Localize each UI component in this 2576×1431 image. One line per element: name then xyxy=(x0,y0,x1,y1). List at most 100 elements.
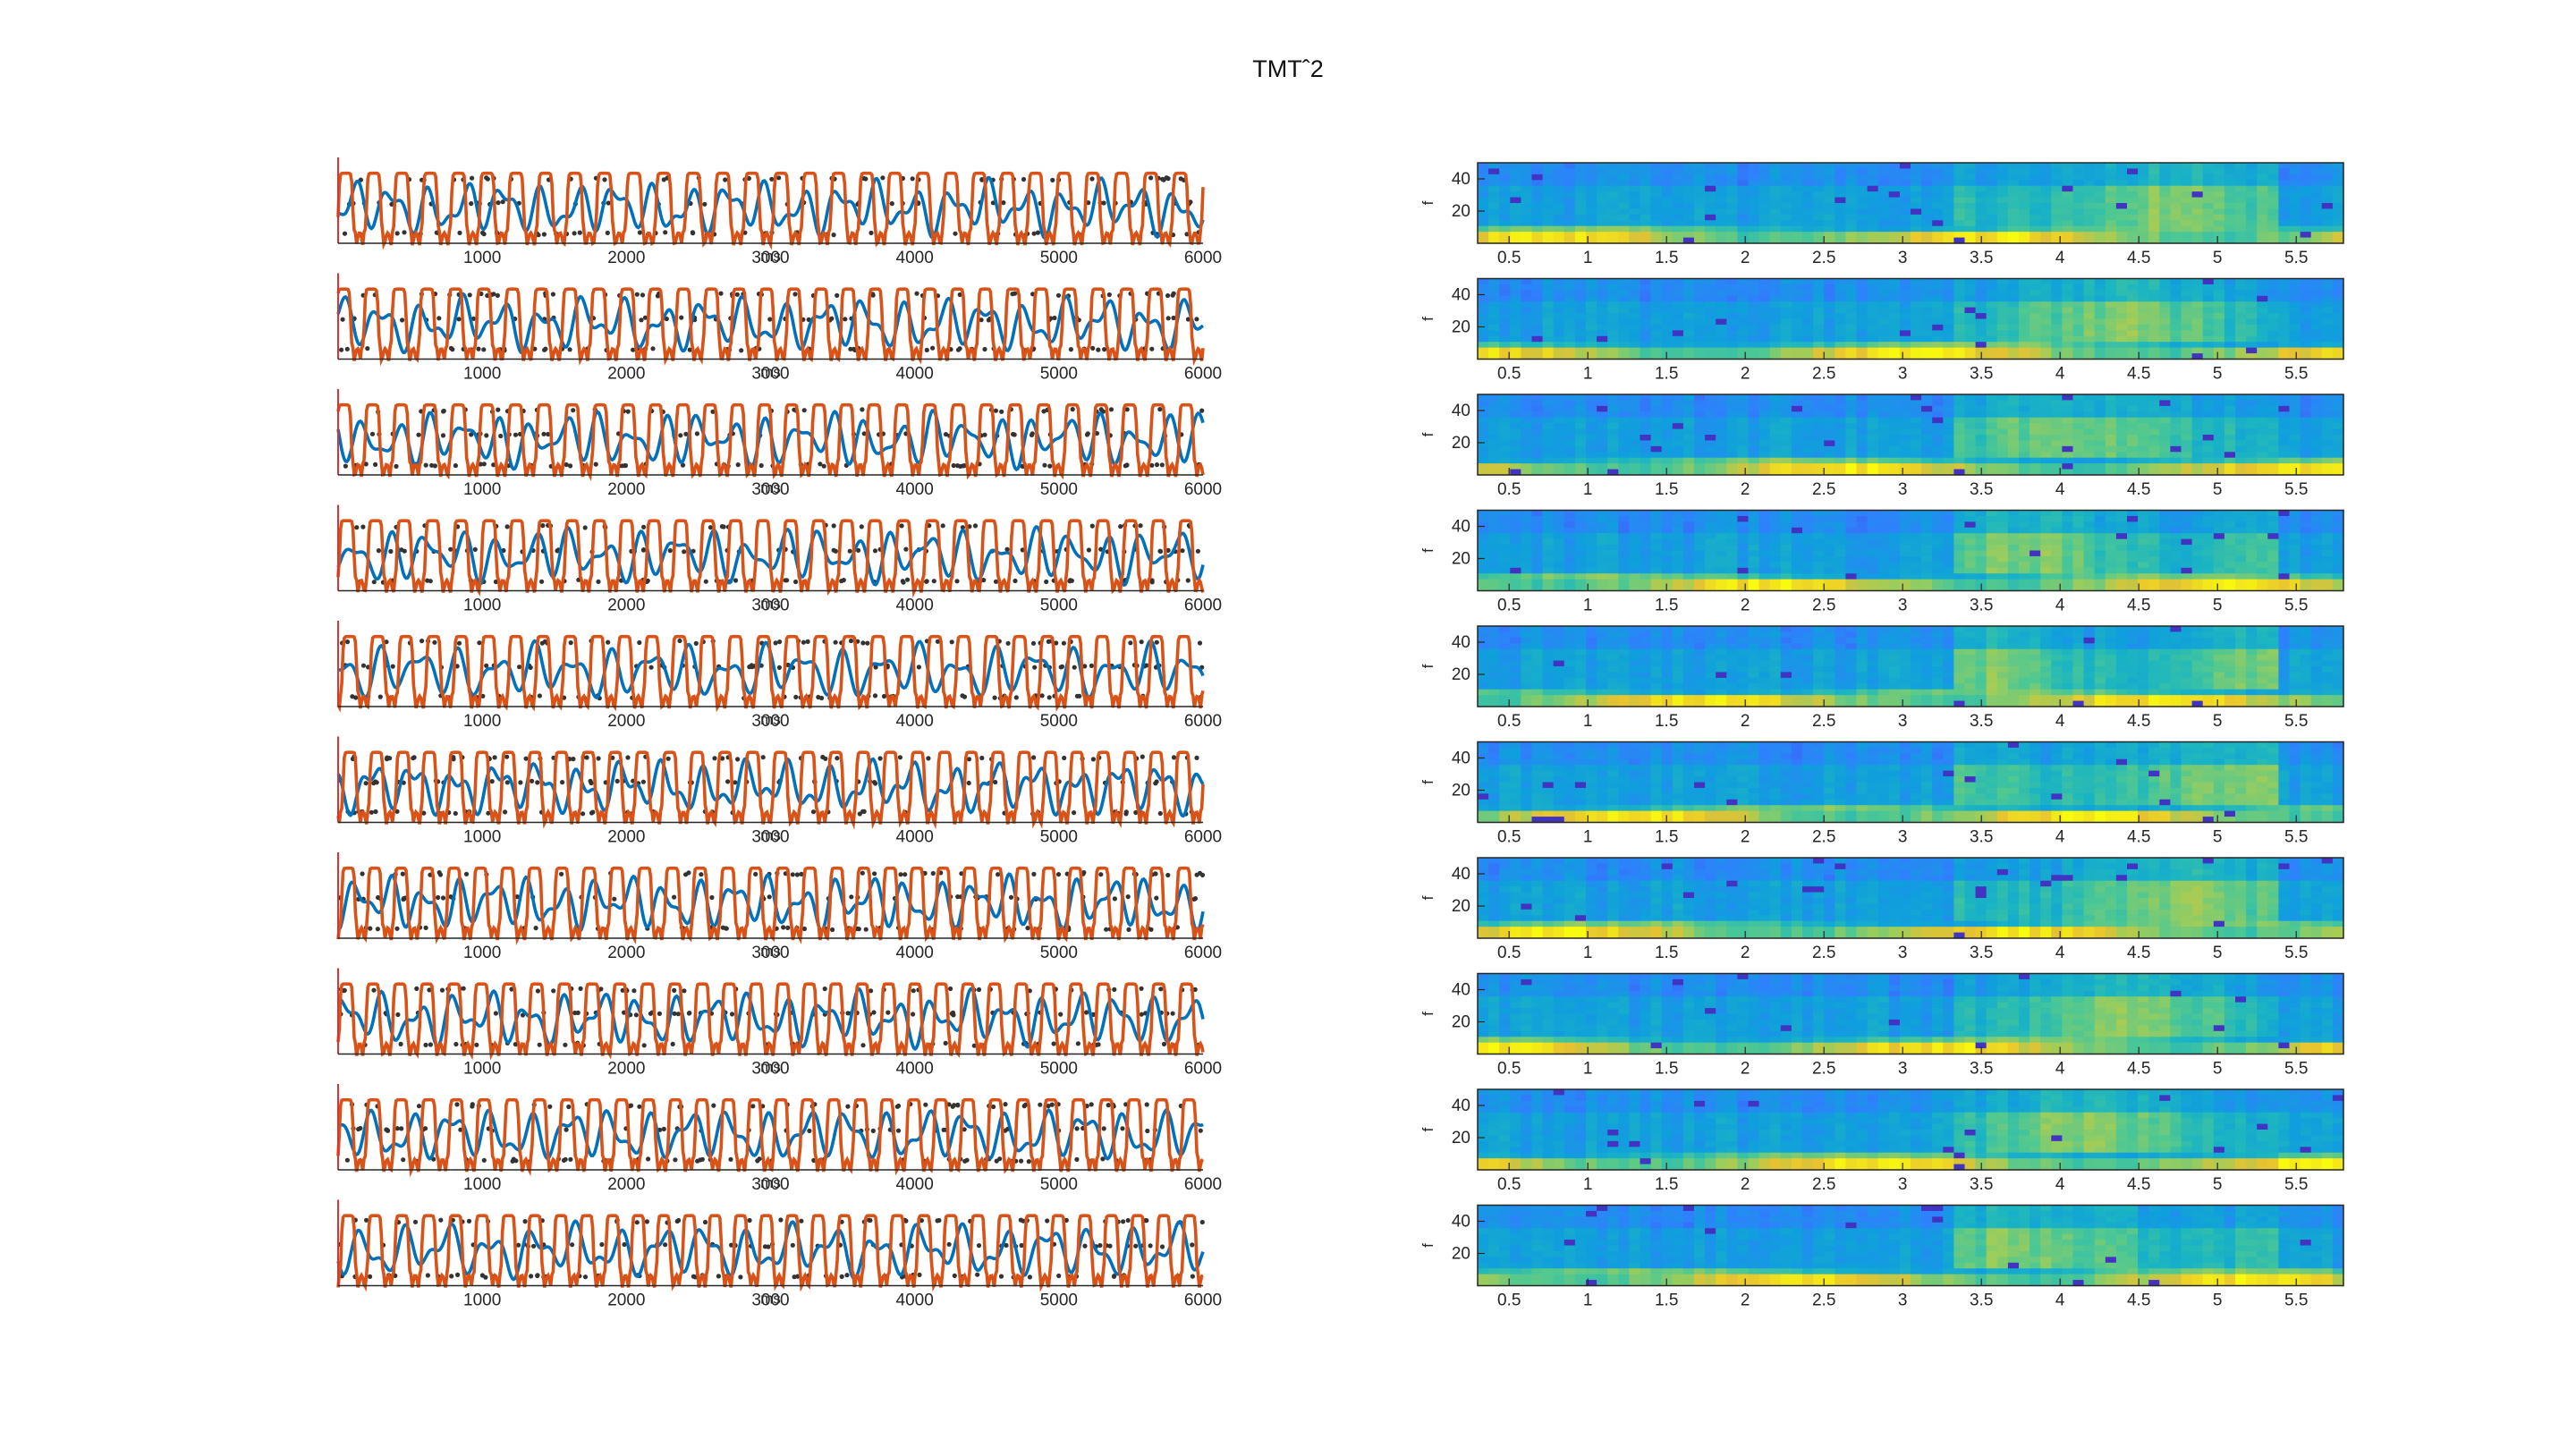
spectrogram-cell xyxy=(2029,191,2041,199)
spectrogram-cell xyxy=(1835,457,1846,464)
spectrogram-cell xyxy=(1737,214,1750,221)
spectrogram-cell xyxy=(2246,174,2258,181)
spectrogram-cell xyxy=(2094,208,2106,216)
trace-dot xyxy=(678,433,683,438)
trace-dot xyxy=(394,926,400,931)
spectrogram-cell xyxy=(1488,452,1500,459)
spectrogram-cell xyxy=(1737,301,1750,309)
trace-dot xyxy=(930,870,936,876)
spectrogram-cell xyxy=(1478,232,1489,239)
spectrogram-cell xyxy=(2019,191,2030,199)
trace-dot xyxy=(1025,926,1030,931)
spectrogram-cell xyxy=(1835,463,1846,470)
spectrogram-cell xyxy=(1488,394,1500,402)
spectrogram-cell xyxy=(2115,197,2128,204)
blue-trace-line xyxy=(336,292,1205,355)
spectrogram-cell xyxy=(1791,197,1803,204)
trace-dot xyxy=(872,693,878,699)
spectrogram-cell xyxy=(2235,295,2247,302)
spectrogram-cell xyxy=(1531,168,1544,175)
spectrogram-cell xyxy=(2224,301,2236,309)
spectrogram-cell xyxy=(2267,435,2279,442)
spectrogram-cell xyxy=(2224,394,2236,402)
spectrogram-cell xyxy=(1824,278,1835,285)
spectrogram-cell xyxy=(1521,284,1533,291)
spectrogram-cell xyxy=(2289,301,2301,309)
spectrogram-cell xyxy=(2051,324,2063,331)
trace-dot xyxy=(1084,1010,1089,1015)
spectrogram-cell xyxy=(2127,208,2139,216)
spectrogram-cell xyxy=(2310,342,2323,349)
spectrogram-cell xyxy=(1478,301,1489,309)
trace-dot xyxy=(1108,407,1114,412)
spectrogram-cell xyxy=(1953,278,1966,285)
spectrogram-cell xyxy=(2115,428,2128,436)
spectrogram-cell xyxy=(1921,168,1933,175)
spectrogram-cell xyxy=(2170,203,2182,210)
trace-dot xyxy=(539,640,545,646)
spectrogram-cell xyxy=(1986,197,1998,204)
spectrogram-cell xyxy=(1758,290,1771,297)
spectrogram-cell xyxy=(2191,232,2204,239)
spectrogram-cell xyxy=(1640,220,1652,227)
spectrogram-cell xyxy=(1791,203,1803,210)
spectrogram-cell xyxy=(2278,411,2291,419)
spectrogram-cell xyxy=(1597,290,1608,297)
spectrogram-cell xyxy=(1943,411,1954,419)
trace-dot xyxy=(384,1127,389,1132)
spectrogram-cell xyxy=(2007,324,2020,331)
spectrogram-cell xyxy=(2213,174,2225,181)
spectrogram-cell xyxy=(2115,301,2128,309)
spectrogram-cell xyxy=(1510,307,1521,314)
trace-dot xyxy=(625,409,631,414)
spectrogram-cell xyxy=(2083,318,2096,326)
spectrogram-cell xyxy=(1488,342,1500,349)
spectrogram-cell xyxy=(1618,457,1630,464)
spectrogram-cell xyxy=(2202,225,2215,233)
spectrogram-cell xyxy=(2127,324,2139,331)
orange-trace-line xyxy=(336,519,1205,598)
spectrogram-cell xyxy=(1705,295,1716,302)
spectrogram-cell xyxy=(1618,435,1630,442)
spectrogram-cell xyxy=(1769,330,1782,337)
spectrogram-cell xyxy=(2321,208,2334,216)
spectrogram-cell xyxy=(1737,440,1750,447)
spectrogram-cell xyxy=(2072,301,2085,309)
spectrogram-cell xyxy=(1758,163,1771,170)
spectrogram-cell xyxy=(1835,428,1846,436)
spectrogram-cell xyxy=(1964,185,1977,192)
spectrogram-cell xyxy=(2019,197,2030,204)
spectrogram-cell xyxy=(1574,220,1587,227)
spectrogram-cell xyxy=(2115,400,2128,407)
spectrogram-cell xyxy=(1531,180,1544,187)
spectrogram-cell xyxy=(1953,313,1966,320)
spectrogram-cell xyxy=(1813,440,1825,447)
spectrogram-cell xyxy=(1499,313,1511,320)
trace-dot xyxy=(360,663,367,668)
spectrogram-cell xyxy=(1813,301,1825,309)
spectrogram-cell xyxy=(1996,457,2009,464)
spectrogram-cell xyxy=(1845,191,1858,199)
spectrogram-cell xyxy=(1661,452,1674,459)
spectrogram-cell xyxy=(2127,452,2139,459)
spectrogram-cell xyxy=(2051,301,2063,309)
spectrogram-cell xyxy=(1943,301,1954,309)
spectrogram-cell xyxy=(1975,411,1987,419)
spectrogram-cell xyxy=(1716,423,1727,430)
spectrogram-cell xyxy=(2127,335,2139,343)
spectrogram-cell xyxy=(1586,400,1597,407)
spectrogram-cell xyxy=(1780,214,1792,221)
spectrogram-cell xyxy=(1661,290,1674,297)
spectrogram-cell xyxy=(2191,411,2204,419)
spectrogram-cell xyxy=(2181,168,2193,175)
spectrogram-cell xyxy=(1499,301,1511,309)
spectrogram-cell xyxy=(1650,307,1663,314)
spectrogram-cell xyxy=(1856,423,1868,430)
trace-x-tick-label: 1000 xyxy=(463,1175,501,1194)
spectrogram-cell xyxy=(2224,417,2236,424)
spectrogram-cell xyxy=(1640,168,1652,175)
trace-dot xyxy=(830,927,835,933)
spectrogram-cell xyxy=(1921,284,1933,291)
spectrogram-cell xyxy=(1835,411,1846,419)
spectrogram-cell xyxy=(1996,174,2009,181)
